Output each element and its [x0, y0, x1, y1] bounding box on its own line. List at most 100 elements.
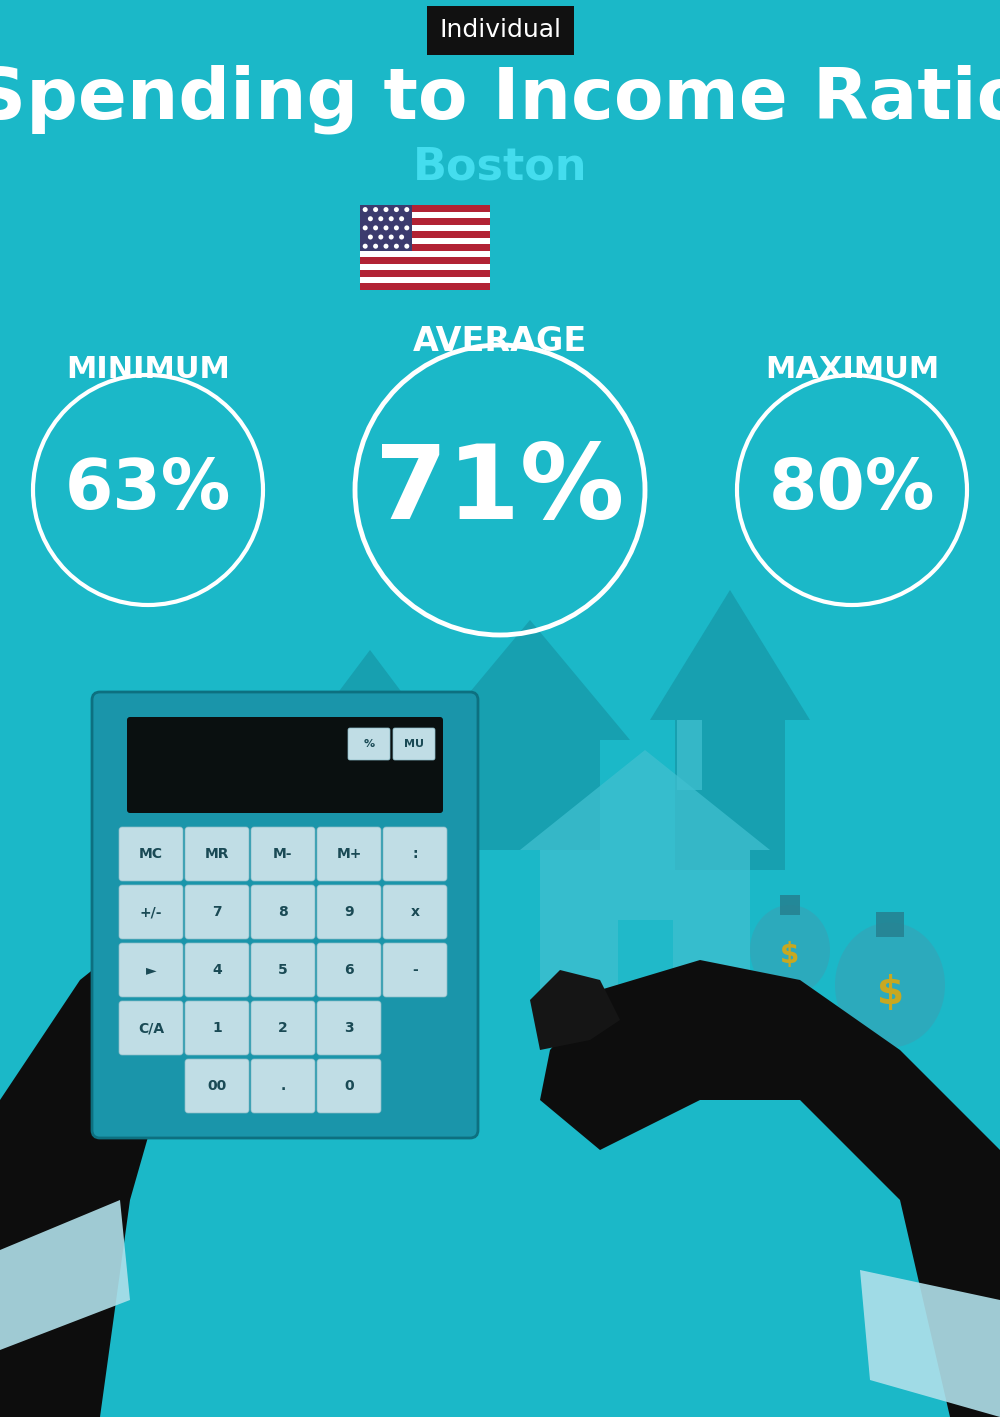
- Text: MR: MR: [205, 847, 229, 862]
- Bar: [750, 1050, 850, 1070]
- Text: 5: 5: [278, 964, 288, 976]
- FancyBboxPatch shape: [393, 728, 435, 760]
- FancyBboxPatch shape: [119, 942, 183, 998]
- Text: :: :: [412, 847, 418, 862]
- Polygon shape: [540, 959, 1000, 1417]
- Text: 00: 00: [207, 1078, 227, 1093]
- Text: Spending to Income Ratio: Spending to Income Ratio: [0, 65, 1000, 135]
- Text: 3: 3: [344, 1022, 354, 1034]
- Circle shape: [389, 235, 394, 239]
- Bar: [741, 1074, 841, 1094]
- Ellipse shape: [835, 922, 945, 1047]
- Text: 7: 7: [212, 905, 222, 920]
- Text: 8: 8: [278, 905, 288, 920]
- FancyBboxPatch shape: [317, 886, 381, 939]
- Circle shape: [389, 217, 394, 221]
- Polygon shape: [0, 1200, 130, 1350]
- FancyBboxPatch shape: [127, 717, 443, 813]
- Circle shape: [399, 217, 404, 221]
- Bar: [540, 850, 750, 1010]
- Text: 0: 0: [344, 1078, 354, 1093]
- FancyBboxPatch shape: [185, 942, 249, 998]
- FancyBboxPatch shape: [119, 1000, 183, 1056]
- Circle shape: [384, 225, 388, 231]
- FancyBboxPatch shape: [317, 828, 381, 881]
- Text: AVERAGE: AVERAGE: [413, 324, 587, 359]
- Circle shape: [378, 235, 383, 239]
- Circle shape: [363, 244, 368, 249]
- Bar: [360, 283, 490, 290]
- Bar: [360, 238, 490, 244]
- FancyBboxPatch shape: [185, 1000, 249, 1056]
- Bar: [747, 1058, 847, 1078]
- Bar: [360, 251, 490, 258]
- Polygon shape: [430, 621, 630, 850]
- FancyBboxPatch shape: [383, 886, 447, 939]
- Text: M-: M-: [273, 847, 293, 862]
- Text: .: .: [280, 1078, 286, 1093]
- Circle shape: [373, 207, 378, 213]
- Circle shape: [399, 235, 404, 239]
- Bar: [360, 211, 490, 218]
- Bar: [360, 231, 490, 238]
- FancyBboxPatch shape: [251, 828, 315, 881]
- Bar: [360, 244, 490, 251]
- Text: %: %: [363, 740, 375, 750]
- Bar: [360, 218, 490, 225]
- Bar: [618, 920, 672, 1010]
- FancyBboxPatch shape: [251, 886, 315, 939]
- Bar: [876, 913, 904, 937]
- Text: Boston: Boston: [413, 145, 587, 188]
- Circle shape: [384, 244, 388, 249]
- Bar: [360, 225, 490, 231]
- FancyBboxPatch shape: [185, 1058, 249, 1112]
- Polygon shape: [650, 589, 810, 870]
- FancyBboxPatch shape: [185, 828, 249, 881]
- Polygon shape: [310, 650, 430, 801]
- Bar: [676, 720, 702, 791]
- Bar: [780, 896, 800, 915]
- Text: Individual: Individual: [439, 18, 561, 43]
- Bar: [360, 205, 412, 251]
- Text: MAXIMUM: MAXIMUM: [765, 356, 939, 384]
- FancyBboxPatch shape: [251, 1000, 315, 1056]
- Text: MC: MC: [139, 847, 163, 862]
- Polygon shape: [520, 750, 770, 850]
- Bar: [360, 264, 490, 271]
- Text: 6: 6: [344, 964, 354, 976]
- FancyBboxPatch shape: [92, 691, 478, 1138]
- Circle shape: [363, 225, 368, 231]
- Circle shape: [368, 235, 373, 239]
- Text: MU: MU: [404, 740, 424, 750]
- Circle shape: [368, 217, 373, 221]
- Circle shape: [384, 207, 388, 213]
- FancyBboxPatch shape: [383, 828, 447, 881]
- FancyBboxPatch shape: [185, 886, 249, 939]
- Polygon shape: [530, 971, 620, 1050]
- Text: MINIMUM: MINIMUM: [66, 356, 230, 384]
- Text: $: $: [780, 941, 800, 969]
- Text: 80%: 80%: [769, 456, 935, 523]
- Bar: [744, 1066, 844, 1085]
- Circle shape: [404, 225, 409, 231]
- Bar: [360, 276, 490, 283]
- Text: x: x: [411, 905, 420, 920]
- Polygon shape: [0, 870, 300, 1417]
- Circle shape: [373, 244, 378, 249]
- Text: M+: M+: [336, 847, 362, 862]
- Circle shape: [363, 207, 368, 213]
- Circle shape: [373, 225, 378, 231]
- FancyBboxPatch shape: [317, 942, 381, 998]
- FancyBboxPatch shape: [383, 942, 447, 998]
- Circle shape: [394, 244, 399, 249]
- Circle shape: [394, 207, 399, 213]
- Circle shape: [394, 225, 399, 231]
- FancyBboxPatch shape: [251, 1058, 315, 1112]
- Circle shape: [378, 217, 383, 221]
- Text: 9: 9: [344, 905, 354, 920]
- Text: C/A: C/A: [138, 1022, 164, 1034]
- Polygon shape: [180, 820, 280, 900]
- FancyBboxPatch shape: [317, 1000, 381, 1056]
- Text: 63%: 63%: [65, 456, 231, 523]
- FancyBboxPatch shape: [317, 1058, 381, 1112]
